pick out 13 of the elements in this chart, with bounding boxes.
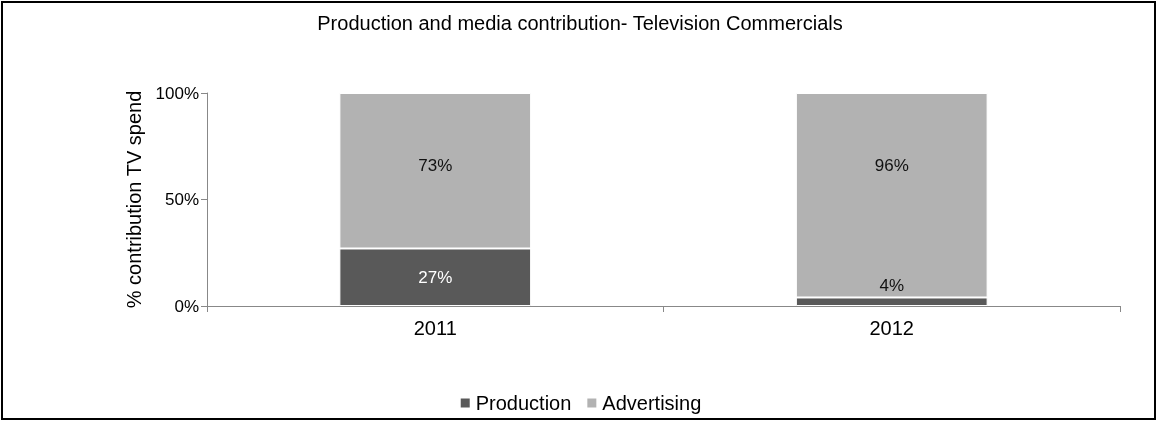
y-tick-label: 50%	[164, 190, 199, 209]
chart-title: Production and media contribution- Television Commercials	[317, 12, 843, 34]
y-tick-label: 0%	[174, 296, 199, 316]
y-tick-label: 100%	[155, 83, 199, 103]
data-label: 73%	[418, 156, 453, 175]
data-label: 27%	[418, 267, 453, 287]
y-axis-title: % contribution TV spend	[122, 90, 145, 309]
data-label: 4%	[879, 276, 905, 296]
data-label: 96%	[874, 156, 909, 175]
x-tick-label: 2012	[869, 317, 914, 339]
legend-label: Production	[475, 392, 572, 414]
x-tick-label: 2011	[413, 317, 457, 339]
legend-label: Advertising	[602, 392, 702, 414]
